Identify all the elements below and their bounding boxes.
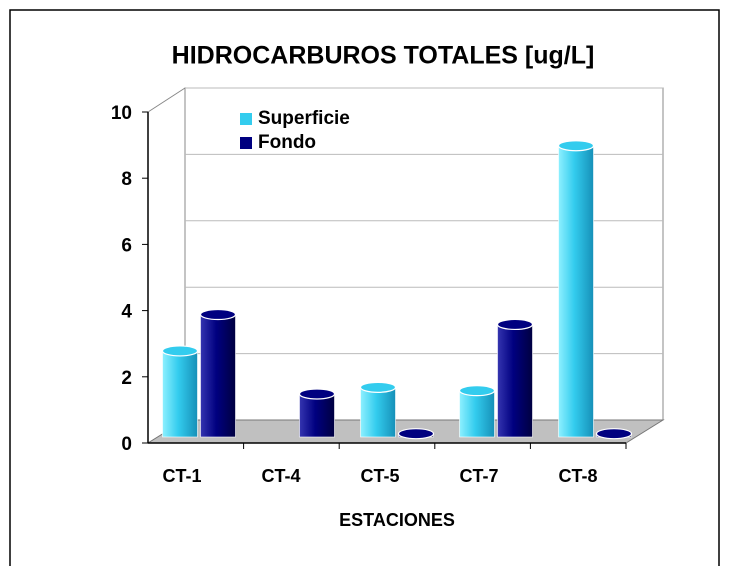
bar-top [161, 345, 199, 357]
bar [299, 393, 335, 438]
legend-swatch [240, 137, 252, 149]
bar [558, 145, 594, 438]
y-tick-label: 6 [121, 235, 132, 256]
bar [200, 314, 236, 438]
x-tick-label: CT-7 [459, 466, 498, 486]
bar [360, 387, 396, 438]
bar [162, 350, 198, 438]
x-tick-label: CT-1 [162, 466, 201, 486]
bar-top [557, 140, 595, 152]
bar [497, 324, 533, 438]
x-tick-label: CT-8 [558, 466, 597, 486]
y-tick-label: 8 [121, 169, 132, 190]
y-tick-label: 0 [121, 434, 132, 455]
bar-top [199, 308, 237, 321]
legend-label: Fondo [258, 132, 316, 153]
y-tick-label: 2 [121, 368, 132, 389]
x-tick-label: CT-5 [360, 466, 399, 486]
bar-top [397, 428, 435, 440]
bar-top [298, 388, 336, 400]
legend-label: Superficie [258, 108, 350, 129]
y-tick-label: 4 [121, 302, 132, 323]
x-axis-title: ESTACIONES [339, 510, 455, 530]
chart-title: HIDROCARBUROS TOTALES [ug/L] [172, 42, 595, 70]
bar-top [595, 428, 633, 440]
bar-top [458, 385, 496, 397]
bar-top [359, 381, 397, 393]
y-tick-label: 10 [111, 103, 132, 124]
x-tick-label: CT-4 [261, 466, 300, 486]
legend-swatch [240, 113, 252, 125]
bar-top [496, 318, 534, 331]
bar [459, 390, 495, 438]
